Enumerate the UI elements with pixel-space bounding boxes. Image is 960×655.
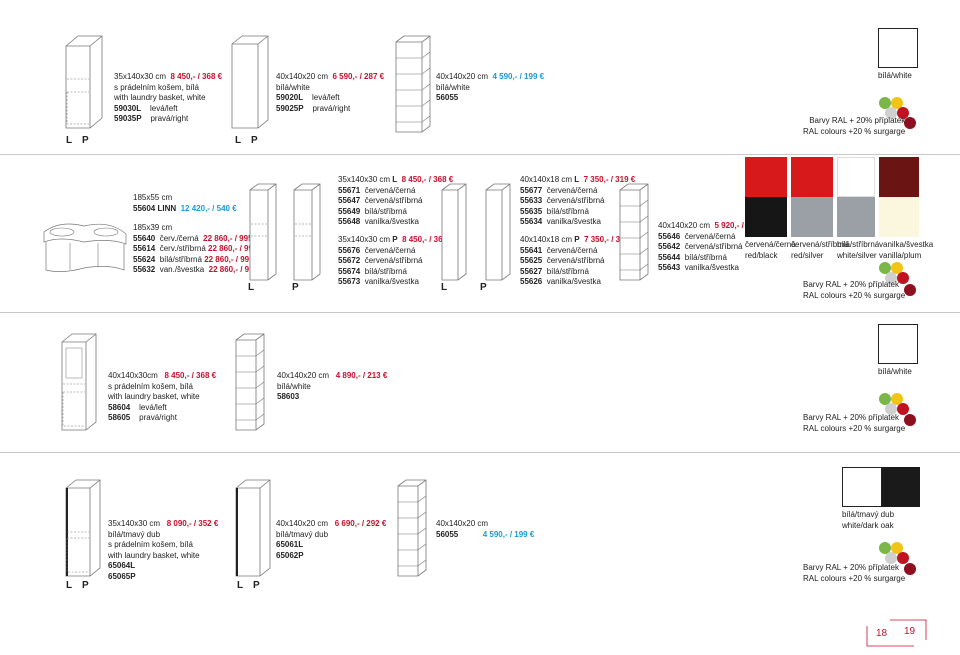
white-swatch: [878, 324, 918, 364]
ral-dot-green: [879, 97, 891, 109]
ral-dot-grey: [885, 107, 897, 119]
ral-dot-plum: [904, 414, 916, 426]
left-marker: L: [248, 282, 255, 293]
ral-dot-grey: [885, 272, 897, 284]
section-divider: [0, 452, 960, 453]
cabinet-laundry-drawing: [65, 35, 103, 129]
cabinet-pair-a-drawing: [249, 183, 321, 281]
left-marker: L: [441, 282, 448, 293]
sink-cabinet-item: 185x39 cm 55640 červ./černá 22 860,- / 9…: [133, 223, 265, 275]
swatch-label: bílá/tmavý dub white/dark oak: [842, 510, 895, 530]
right-marker: P: [82, 580, 89, 591]
right-marker: P: [82, 135, 89, 146]
item-open-shelf-56055: 40x140x20 cm 56055 4 590,- / 199 €: [436, 519, 535, 539]
item-tall-cabinet: 40x140x20 cm 6 590,- / 287 € bílá/white …: [276, 72, 385, 113]
item-tall-cabinet-dark: 40x140x20 cm 6 690,- / 292 € bílá/tmavý …: [276, 519, 387, 560]
silver-swatch: [791, 197, 833, 237]
section-divider: [0, 154, 960, 155]
item-laundry-cabinet-58604: 40x140x30cm 8 450,- / 368 € s prádelním …: [108, 371, 217, 423]
linn-item: 185x55 cm 55604 LINN 12 420,- / 540 €: [133, 193, 237, 213]
plum-swatch: [879, 157, 919, 197]
right-marker: P: [292, 282, 299, 293]
swatch-label: bílá/white: [878, 367, 912, 376]
ral-dot-grey: [885, 403, 897, 415]
ral-note: Barvy RAL + 20% příplatek RAL colours +2…: [803, 116, 906, 136]
open-shelf-drawing: [397, 479, 427, 577]
ral-dot-green: [879, 262, 891, 274]
silver-swatch: [837, 197, 875, 237]
ral-dot-yellow: [891, 393, 903, 405]
cabinet-laundry-drawing: [61, 333, 97, 431]
swatch-label-vanilla-plum: vanilka/švestka vanilla/plum: [879, 240, 934, 260]
ral-dot-yellow: [891, 542, 903, 554]
page-number-frame: [866, 619, 927, 647]
dark-oak-swatch: [882, 467, 920, 507]
vanilla-swatch: [879, 197, 919, 237]
item-open-shelf: 40x140x20 cm 4 590,- / 199 € bílá/white …: [436, 72, 545, 103]
right-marker: P: [251, 135, 258, 146]
open-shelf-drawing: [395, 35, 431, 133]
black-swatch: [745, 197, 787, 237]
ral-dot-yellow: [891, 262, 903, 274]
left-marker: L: [237, 580, 244, 591]
ral-dot-green: [879, 393, 891, 405]
ral-dot-grey: [885, 552, 897, 564]
ral-dot-plum: [904, 284, 916, 296]
ral-dot-plum: [904, 117, 916, 129]
ral-dot-red: [897, 403, 909, 415]
col-c: 40x140x20 cm 5 920,- / 258 € 55646 červe…: [658, 221, 767, 273]
cabinet-tall-drawing: [231, 35, 269, 129]
swatch-label-red-silver: červená/stříbrná red/silver: [791, 240, 849, 260]
red-swatch: [745, 157, 787, 197]
ral-dot-red: [897, 107, 909, 119]
white-swatch: [842, 467, 882, 507]
cabinet-laundry-dark-drawing: [65, 479, 101, 577]
swatch-label: bílá/white: [878, 71, 912, 80]
ral-dot-red: [897, 552, 909, 564]
open-shelf-drawing: [235, 333, 265, 431]
col-a-left: 35x140x30 cm L 8 450,- / 368 € 55671 čer…: [338, 175, 454, 227]
open-shelf-drawing: [619, 183, 649, 281]
col-b-right: 40x140x18 cm P 7 350,- / 319 € 55641 čer…: [520, 235, 636, 287]
ral-dot-plum: [904, 563, 916, 575]
cabinet-pair-b-drawing: [441, 183, 511, 281]
col-b-left: 40x140x18 cm L 7 350,- / 319 € 55677 čer…: [520, 175, 636, 227]
ral-dot-yellow: [891, 97, 903, 109]
double-sink-drawing: [43, 223, 127, 272]
ral-note: Barvy RAL + 20% příplatek RAL colours +2…: [803, 563, 906, 583]
item-laundry-cabinet: 35x140x30 cm 8 450,- / 368 € s prádelním…: [114, 72, 223, 124]
item-open-shelf-58603: 40x140x20 cm 4 890,- / 213 € bílá/white …: [277, 371, 388, 402]
page-number-right: 19: [904, 626, 916, 637]
left-marker: L: [235, 135, 242, 146]
col-a-right: 35x140x30 cm P 8 450,- / 368 € 55676 čer…: [338, 235, 454, 287]
ral-note: Barvy RAL + 20% příplatek RAL colours +2…: [803, 280, 906, 300]
left-marker: L: [66, 580, 73, 591]
white-swatch: [837, 157, 875, 197]
swatch-label-white-silver: bílá/stříbrná white/silver: [837, 240, 880, 260]
red-swatch: [791, 157, 833, 197]
section-divider: [0, 312, 960, 313]
ral-note: Barvy RAL + 20% příplatek RAL colours +2…: [803, 413, 906, 433]
ral-dot-red: [897, 272, 909, 284]
right-marker: P: [253, 580, 260, 591]
page-number-left: 18: [876, 628, 888, 639]
left-marker: L: [66, 135, 73, 146]
right-marker: P: [480, 282, 487, 293]
swatch-label-red-black: červená/černá red/black: [745, 240, 796, 260]
white-swatch: [878, 28, 918, 68]
item-laundry-cabinet-dark: 35x140x30 cm 8 090,- / 352 € bílá/tmavý …: [108, 519, 219, 581]
cabinet-tall-dark-drawing: [235, 479, 271, 577]
ral-dot-green: [879, 542, 891, 554]
